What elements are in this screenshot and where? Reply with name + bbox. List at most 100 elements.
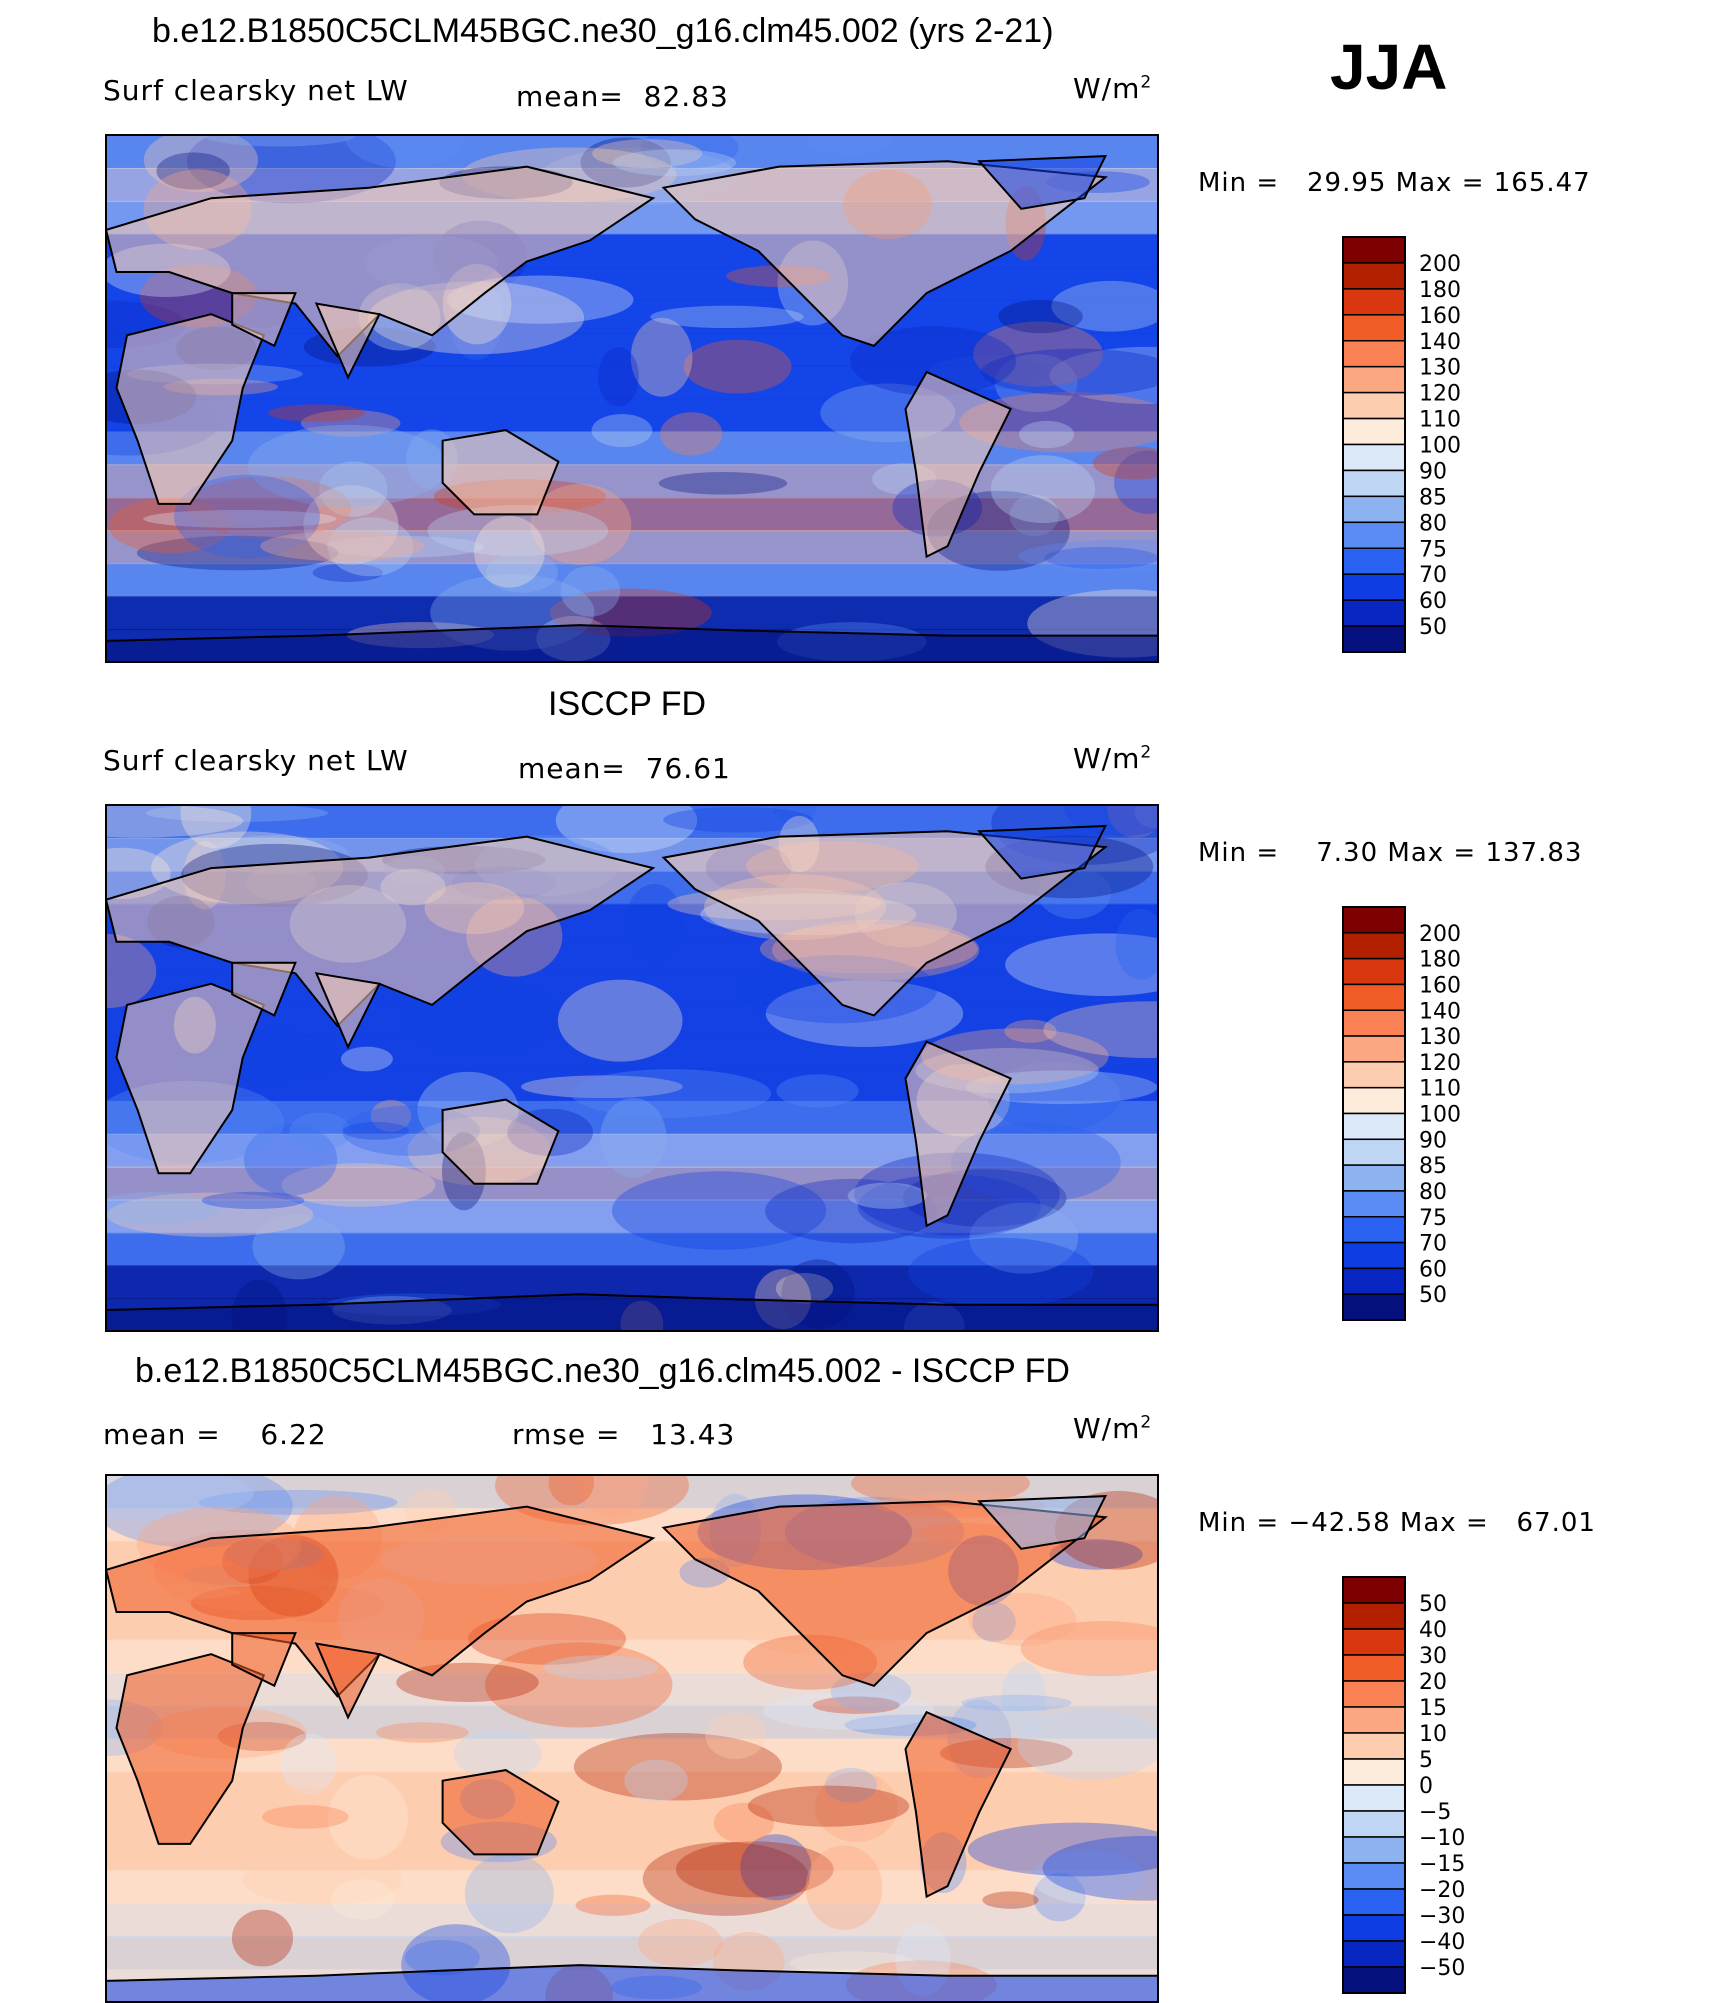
colorbar-tick-label: 180 xyxy=(1419,278,1461,303)
field-blob xyxy=(625,883,684,962)
field-blob xyxy=(765,980,964,1047)
field-blob xyxy=(815,1771,898,1842)
field-blob xyxy=(312,563,383,583)
field-blob xyxy=(573,1732,782,1801)
colorbar-tick-label: 10 xyxy=(1419,1722,1447,1747)
colorbar-swatch xyxy=(1342,547,1406,575)
field-blob xyxy=(404,1939,480,1976)
map-band xyxy=(106,1804,1158,1839)
colorbar-swatch xyxy=(1342,906,1406,934)
panel2-map xyxy=(106,805,1158,1331)
colorbar-swatch xyxy=(1342,1680,1406,1708)
field-blob xyxy=(248,424,448,508)
colorbar-swatch xyxy=(1342,469,1406,498)
field-blob xyxy=(1017,1709,1158,1780)
field-blob xyxy=(174,474,320,559)
field-blob xyxy=(260,531,425,562)
field-blob xyxy=(340,1046,393,1072)
coastline-greenland xyxy=(977,824,1108,880)
colorbar-swatch xyxy=(1342,1732,1406,1760)
field-blob xyxy=(262,1805,349,1829)
coastline-greenland xyxy=(977,1495,1108,1550)
colorbar-swatch xyxy=(1342,957,1406,986)
colorbar-swatch xyxy=(1342,314,1406,342)
coastline-samerica xyxy=(904,1040,1013,1228)
field-blob xyxy=(108,498,231,554)
field-blob xyxy=(330,1879,395,1920)
field-blob xyxy=(994,353,1078,413)
map-band xyxy=(106,1705,1158,1740)
coastline-samerica xyxy=(904,1710,1013,1899)
field-blob xyxy=(972,1602,1016,1643)
field-blob xyxy=(1009,494,1059,537)
field-blob xyxy=(1115,908,1158,980)
field-blob xyxy=(485,1642,673,1728)
field-blob xyxy=(327,517,414,577)
field-blob xyxy=(520,1075,683,1099)
land-samerica xyxy=(905,1041,1011,1226)
map-band xyxy=(106,1903,1158,1938)
panel1-variable-label: Surf clearsky net LW xyxy=(103,74,409,107)
colorbar-tick-label: −30 xyxy=(1419,1904,1465,1929)
field-blob xyxy=(660,412,723,456)
field-blob xyxy=(106,1191,220,1225)
field-blob xyxy=(1107,805,1158,838)
field-blob xyxy=(464,1853,554,1934)
field-blob xyxy=(243,1123,338,1196)
field-blob xyxy=(928,355,1048,390)
colorbar-swatch xyxy=(1342,932,1406,960)
field-blob xyxy=(969,1202,1079,1274)
panel1-minmax: Min = 29.95 Max = 165.47 xyxy=(1198,168,1591,198)
panel3-mean: mean = 6.22 xyxy=(103,1418,327,1451)
field-blob xyxy=(375,1722,469,1743)
colorbar-tick-label: 140 xyxy=(1419,999,1461,1024)
colorbar-swatch xyxy=(1342,521,1406,549)
field-blob xyxy=(555,805,698,854)
field-blob xyxy=(1093,446,1158,480)
colorbar-tick-label: 20 xyxy=(1419,1670,1447,1695)
field-blob xyxy=(252,1214,345,1280)
colorbar-swatch xyxy=(1342,1576,1406,1604)
field-blob xyxy=(1004,1019,1057,1043)
field-blob xyxy=(281,1163,436,1207)
coastline-antarctica xyxy=(106,1293,1158,1331)
field-blob xyxy=(775,1272,834,1304)
field-blob xyxy=(591,413,653,448)
colorbar-swatch xyxy=(1342,417,1406,446)
coastline-antarctica xyxy=(106,1964,1158,2002)
coastline-india xyxy=(314,1642,381,1720)
colorbar-swatch xyxy=(1342,1706,1406,1734)
colorbar-swatch xyxy=(1342,1888,1406,1916)
field-blob xyxy=(630,317,693,397)
colorbar-swatch xyxy=(1342,1164,1406,1192)
colorbar-swatch xyxy=(1342,1035,1406,1063)
field-blob xyxy=(467,1613,627,1665)
colorbar-tick-label: 0 xyxy=(1419,1774,1433,1799)
field-blob xyxy=(107,1192,314,1237)
colorbar-tick-label: 15 xyxy=(1419,1696,1447,1721)
field-blob xyxy=(303,485,399,565)
field-blob xyxy=(1049,346,1158,405)
field-blob xyxy=(1044,546,1158,569)
field-blob xyxy=(1033,1872,1086,1922)
colorbar-tick-label: 80 xyxy=(1419,1180,1447,1205)
coastline-arabia xyxy=(231,1632,297,1688)
colorbar-tick-label: 60 xyxy=(1419,589,1447,614)
colorbar-tick-label: −10 xyxy=(1419,1826,1465,1851)
field-blob xyxy=(847,1182,927,1209)
colorbar-tick-label: 30 xyxy=(1419,1644,1447,1669)
map-band xyxy=(106,1166,1158,1201)
map-band xyxy=(106,563,1158,598)
colorbar-swatch xyxy=(1342,262,1406,290)
map-band xyxy=(106,1870,1158,1905)
land-africa xyxy=(116,983,264,1174)
field-blob xyxy=(344,135,466,169)
field-blob xyxy=(765,1178,938,1244)
field-blob xyxy=(557,979,683,1062)
field-blob xyxy=(807,135,893,155)
colorbar-tick-label: 120 xyxy=(1419,382,1461,407)
map-band xyxy=(106,332,1158,367)
colorbar-swatch xyxy=(1342,1061,1406,1089)
